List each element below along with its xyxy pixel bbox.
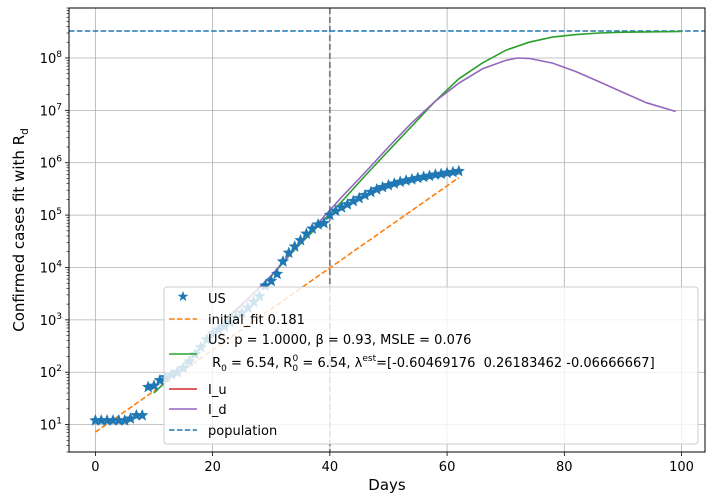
legend-label-population: population [208, 424, 277, 439]
legend-label-model: US: p = 1.0000, β = 0.93, MSLE = 0.076 [208, 333, 471, 348]
y-axis-label: Confirmed cases fit with Rd [10, 128, 31, 332]
us-data-point [288, 240, 301, 252]
x-tick-label: 40 [322, 460, 339, 475]
y-tick-label: 104 [40, 259, 63, 276]
legend-marker-us [177, 290, 189, 302]
legend: US initial_fit 0.181 US: p = 1.0000, β =… [163, 286, 699, 445]
legend-entry-iu: I_u [169, 383, 227, 398]
y-tick-label: 107 [40, 102, 62, 119]
x-tick-label: 20 [204, 460, 221, 475]
us-data-point [264, 274, 278, 287]
x-tick-label: 0 [91, 460, 99, 475]
axis-layer: 0 20 40 60 80 100 101 102 103 104 105 106 107 108 [40, 50, 694, 475]
legend-label-model-line2: R0 = 6.54, R00 = 6.54, λest=[-0.60469176… [208, 354, 655, 374]
legend-entry-population: population [169, 424, 277, 439]
x-tick-label: 60 [439, 460, 456, 475]
us-data-point [136, 408, 149, 421]
legend-label-id: I_d [208, 403, 227, 418]
legend-entry-model: US: p = 1.0000, β = 0.93, MSLE = 0.076 R… [169, 333, 655, 374]
y-tick-label: 106 [40, 155, 63, 172]
us-data-point [452, 164, 466, 177]
y-tick-label: 103 [40, 312, 62, 329]
us-data-point [276, 254, 290, 267]
y-axis-label-main: Confirmed cases fit with R [10, 135, 28, 332]
plot-frame [68, 7, 706, 453]
y-tick-label: 101 [40, 417, 62, 434]
us-data-point [294, 233, 307, 246]
grid-layer [69, 8, 705, 452]
us-data-point [270, 267, 284, 280]
legend-label-initial-fit: initial_fit 0.181 [208, 313, 305, 328]
legend-label-iu: I_u [208, 383, 227, 398]
y-axis-label-sub: d [19, 128, 31, 135]
svg-text:Confirmed cases fit with Rd: Confirmed cases fit with Rd [10, 128, 31, 332]
legend-entry-initial-fit: initial_fit 0.181 [169, 313, 305, 328]
us-data-point [317, 216, 331, 229]
y-tick-label: 108 [40, 50, 63, 67]
x-axis-label: Days [368, 476, 406, 494]
legend-label-us: US [208, 292, 226, 307]
legend-entry-us: US [177, 290, 226, 307]
legend-frame [163, 286, 699, 445]
x-tick-label: 80 [556, 460, 573, 475]
x-tick-label: 100 [669, 460, 694, 475]
y-tick-label: 105 [40, 207, 62, 224]
series-line-id [223, 57, 676, 321]
y-tick-label: 102 [40, 364, 62, 381]
legend-entry-id: I_d [169, 403, 227, 418]
us-data-point [282, 246, 296, 259]
